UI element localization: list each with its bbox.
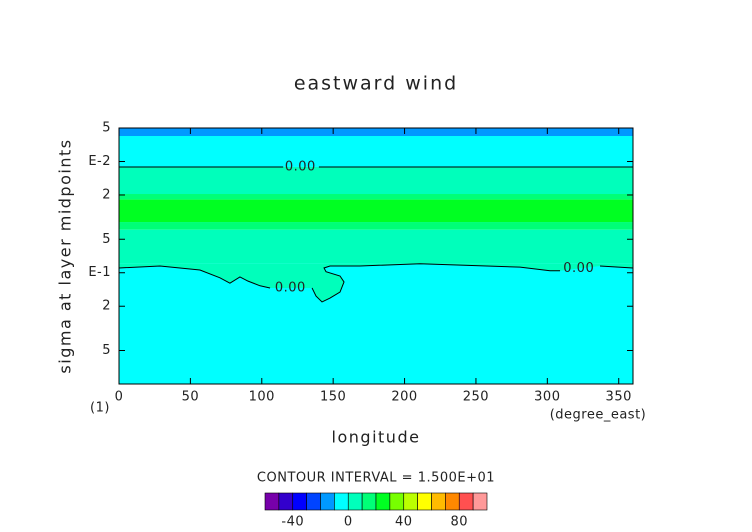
colorbar-tick-label: 0 <box>344 515 353 530</box>
colorbar-box <box>375 492 391 511</box>
plot-frame <box>118 127 634 385</box>
y-tick-label: 5 <box>102 343 111 358</box>
contour-label: 0.00 <box>275 280 306 295</box>
colorbar-box <box>431 492 446 511</box>
colorbar-box <box>403 492 418 511</box>
y-axis-label: sigma at layer midpoints <box>56 138 75 373</box>
colorbar-box <box>417 492 432 511</box>
colorbar-tick-label: 80 <box>450 515 468 530</box>
colorbar-tick-label: -40 <box>281 515 304 530</box>
contour-interval: CONTOUR INTERVAL = 1.500E+01 <box>257 471 495 486</box>
contour-band <box>119 194 633 200</box>
colorbar-box <box>306 492 321 511</box>
contour-band <box>119 135 633 167</box>
x-tick-label: 100 <box>249 390 275 405</box>
colorbar-box <box>458 492 474 511</box>
x-tick-label: 0 <box>115 390 124 405</box>
contour-band <box>119 229 633 264</box>
colorbar-box <box>278 492 294 511</box>
x-tick-label: 50 <box>182 390 200 405</box>
colorbar-box <box>361 492 377 511</box>
y-tick-label: E-1 <box>88 265 111 280</box>
y-tick-label: 5 <box>102 232 111 247</box>
contour-label: 0.00 <box>563 261 594 276</box>
contour-fill <box>119 263 633 302</box>
contour-label: 0.00 <box>285 159 316 174</box>
y-tick-label: E-2 <box>88 154 111 169</box>
x-tick-label: 250 <box>463 390 489 405</box>
colorbar-box <box>445 492 460 511</box>
x-tick-label: 150 <box>320 390 346 405</box>
x-unit: (degree_east) <box>550 408 647 423</box>
x-tick-label: 350 <box>606 390 632 405</box>
x-axis-label: longitude <box>332 428 421 447</box>
chart-title: eastward wind <box>294 73 458 95</box>
contour-line <box>118 263 634 303</box>
contour-band <box>119 263 633 384</box>
colorbar-box <box>292 492 307 511</box>
x-tick-label: 300 <box>534 390 560 405</box>
colorbar-box <box>347 492 363 511</box>
colorbar-box <box>334 492 349 511</box>
contour-band <box>119 128 633 136</box>
colorbar-box <box>264 492 280 511</box>
x-tick-label: 200 <box>391 390 417 405</box>
colorbar-tick-label: 40 <box>395 515 413 530</box>
contour-band <box>119 166 633 195</box>
y-tick-label: 5 <box>102 121 111 136</box>
y-tick-label: 2 <box>102 187 111 202</box>
colorbar-box <box>389 492 405 511</box>
contour-band <box>119 199 633 223</box>
colorbar-box <box>320 492 335 511</box>
y-tick-label: 2 <box>102 299 111 314</box>
contour-band <box>119 222 633 230</box>
y-unit: (1) <box>90 401 110 416</box>
colorbar-box <box>472 492 488 511</box>
